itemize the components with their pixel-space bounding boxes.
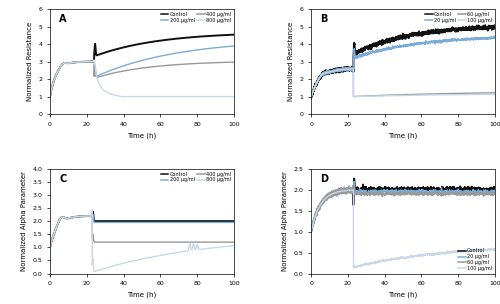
X-axis label: Time (h): Time (h) — [388, 292, 418, 298]
X-axis label: Time (h): Time (h) — [128, 132, 156, 139]
Y-axis label: Normalized Resistance: Normalized Resistance — [27, 22, 33, 101]
Y-axis label: Normalized Resistance: Normalized Resistance — [288, 22, 294, 101]
Text: D: D — [320, 174, 328, 184]
Text: B: B — [320, 14, 328, 24]
Text: A: A — [59, 14, 66, 24]
Y-axis label: Normalized Alpha Parameter: Normalized Alpha Parameter — [21, 171, 27, 271]
Text: C: C — [59, 174, 66, 184]
Legend: Control, 200 μg/ml, 400 μg/ml, 800 μg/ml: Control, 200 μg/ml, 400 μg/ml, 800 μg/ml — [160, 12, 232, 23]
Legend: Control, 20 μg/ml, 60 μg/ml, 100 μg/ml: Control, 20 μg/ml, 60 μg/ml, 100 μg/ml — [458, 248, 492, 271]
X-axis label: Time (h): Time (h) — [128, 292, 156, 298]
X-axis label: Time (h): Time (h) — [388, 132, 418, 139]
Legend: Control, 20 μg/ml, 60 μg/ml, 100 μg/ml: Control, 20 μg/ml, 60 μg/ml, 100 μg/ml — [425, 12, 492, 23]
Y-axis label: Normalized Alpha Parameter: Normalized Alpha Parameter — [282, 171, 288, 271]
Legend: Control, 200 μg/ml, 400 μg/ml, 800 μg/ml: Control, 200 μg/ml, 400 μg/ml, 800 μg/ml — [160, 171, 232, 183]
